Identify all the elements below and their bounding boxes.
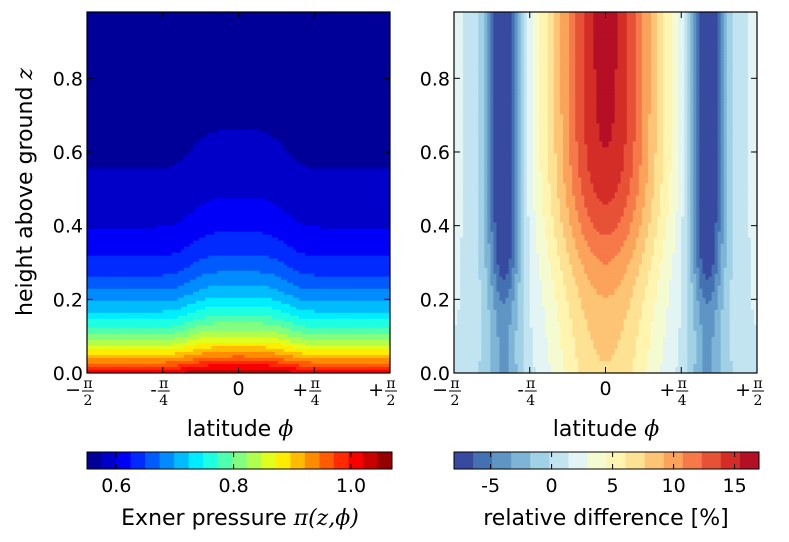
relative-difference-colorbar-tick-label: 5 [607, 475, 619, 497]
exner-colorbar-frame [86, 451, 393, 470]
relative-difference-colorbar-swatch [473, 452, 493, 469]
exner-colorbar-swatch [377, 452, 393, 469]
relative-difference-colorbar-swatch [549, 452, 569, 469]
relative-difference-colorbar-swatch [606, 452, 627, 469]
exner-colorbar-swatch [348, 452, 364, 469]
relative-difference-colorbar-tick-label: 10 [662, 475, 686, 497]
relative-difference-colorbar-swatch [720, 452, 741, 469]
exner-x-tick-label: + π2 [368, 376, 398, 409]
exner-x-tick-label: - π4 [150, 376, 170, 409]
exner-colorbar-swatch [246, 452, 262, 469]
exner-colorbar-ticks: 0.6 0.8 1.0 [101, 452, 366, 497]
exner-y-tick-label: 0.4 [53, 216, 83, 238]
exner-colorbar-swatch [130, 452, 146, 469]
exner-colorbar-swatch [333, 452, 349, 469]
exner-colorbar-swatch [290, 452, 306, 469]
relative-difference-x-tick-label: − π2 [432, 376, 461, 409]
exner-colorbar-tick-label: 0.6 [101, 475, 131, 497]
exner-axes: 0.0 0.2 0.4 0.6 0.8 − π2 - π4 0 + π4 + π2 [53, 12, 398, 409]
relative-difference-x-tick-label: + π2 [735, 376, 765, 409]
exner-colorbar-swatch [275, 452, 291, 469]
relative-difference-x-tick-label: 0 [599, 378, 611, 400]
exner-x-tick-label: − π2 [65, 376, 94, 409]
exner-colorbar-swatch [203, 452, 219, 469]
relative-difference-colorbar-swatch [739, 452, 760, 469]
relative-difference-colorbar-frame [453, 451, 760, 470]
relative-difference-colorbar-swatches [454, 452, 760, 469]
relative-difference-colorbar-swatch [568, 452, 588, 469]
relative-difference-contour-plot: 0.0 0.2 0.4 0.6 0.8 − π2 - π4 0 + π4 + π2 latitude ϕ [420, 11, 765, 442]
exner-y-tick-label: 0.0 [53, 363, 83, 385]
exner-y-tick-label: 0.6 [53, 142, 83, 164]
exner-x-tick-label: 0 [232, 378, 244, 400]
relative-difference-y-tick-label: 0.2 [420, 289, 450, 311]
relative-difference-colorbar-tick-label: -5 [481, 475, 500, 497]
relative-difference-y-tick-label: 0.0 [420, 363, 450, 385]
exner-colorbar-swatch [232, 452, 248, 469]
relative-difference-colorbar-swatch [492, 452, 512, 469]
relative-difference-colorbar-swatch [454, 452, 474, 469]
relative-difference-y-tick-label: 0.6 [420, 142, 450, 164]
relative-difference-colorbar-swatch [530, 452, 550, 469]
exner-colorbar-swatch [145, 452, 161, 469]
relative-difference-colorbar-swatch [682, 452, 703, 469]
relative-difference-colorbar-swatch [701, 452, 722, 469]
exner-colorbar-swatch [116, 452, 132, 469]
relative-difference-colorbar-tick-label: 0 [546, 475, 558, 497]
exner-colorbar-swatch [362, 452, 378, 469]
relative-difference-colorbar-ticks: -5 0 5 10 15 [481, 452, 747, 497]
exner-colorbar-swatch [217, 452, 233, 469]
relative-difference-colorbar-swatch [644, 452, 665, 469]
exner-x-axis-label: latitude ϕ [187, 417, 293, 442]
relative-difference-colorbar-tick-label: 15 [723, 475, 747, 497]
relative-difference-colorbar-swatch [511, 452, 531, 469]
exner-colorbar-swatch [101, 452, 117, 469]
exner-y-tick-label: 0.8 [53, 68, 83, 90]
exner-colorbar-swatch [304, 452, 320, 469]
relative-difference-colorbar: -5 0 5 10 15 relative difference [%] [453, 451, 760, 531]
relative-difference-x-tick-label: + π4 [659, 376, 689, 409]
relative-difference-colorbar-swatch [625, 452, 646, 469]
exner-colorbar-swatches [87, 452, 393, 469]
exner-colorbar-swatch [174, 452, 190, 469]
exner-y-tick-label: 0.2 [53, 289, 83, 311]
exner-colorbar-tick-label: 0.8 [219, 475, 249, 497]
exner-contour-plot: 0.00.20.40.60.8− π2- π40 + π4 + π2 latitude ϕ … [13, 11, 398, 442]
exner-colorbar-swatch [87, 452, 103, 469]
exner-contour-field [87, 12, 390, 373]
relative-difference-contour-field [454, 12, 757, 373]
relative-difference-axes: 0.0 0.2 0.4 0.6 0.8 − π2 - π4 0 + π4 + π2 [420, 12, 765, 409]
exner-colorbar-swatch [319, 452, 335, 469]
relative-difference-colorbar-label: relative difference [%] [483, 506, 728, 531]
exner-colorbar-swatch [188, 452, 204, 469]
relative-difference-y-tick-label: 0.4 [420, 216, 450, 238]
relative-difference-y-tick-label: 0.8 [420, 68, 450, 90]
exner-colorbar-swatch [159, 452, 175, 469]
relative-difference-colorbar-swatch [587, 452, 607, 469]
exner-colorbar-tick-label: 1.0 [336, 475, 366, 497]
exner-colorbar-swatch [261, 452, 277, 469]
relative-difference-colorbar-swatch [663, 452, 684, 469]
relative-difference-x-tick-label: - π4 [517, 376, 537, 409]
exner-x-tick-label: + π4 [292, 376, 322, 409]
y-axis-label: height above ground z [13, 68, 38, 316]
exner-colorbar: 0.6 0.8 1.0 Exner pressure π(z,ϕ) [86, 451, 393, 531]
relative-difference-x-axis-label: latitude ϕ [553, 417, 659, 442]
exner-colorbar-label: Exner pressure π(z,ϕ) [121, 506, 359, 531]
